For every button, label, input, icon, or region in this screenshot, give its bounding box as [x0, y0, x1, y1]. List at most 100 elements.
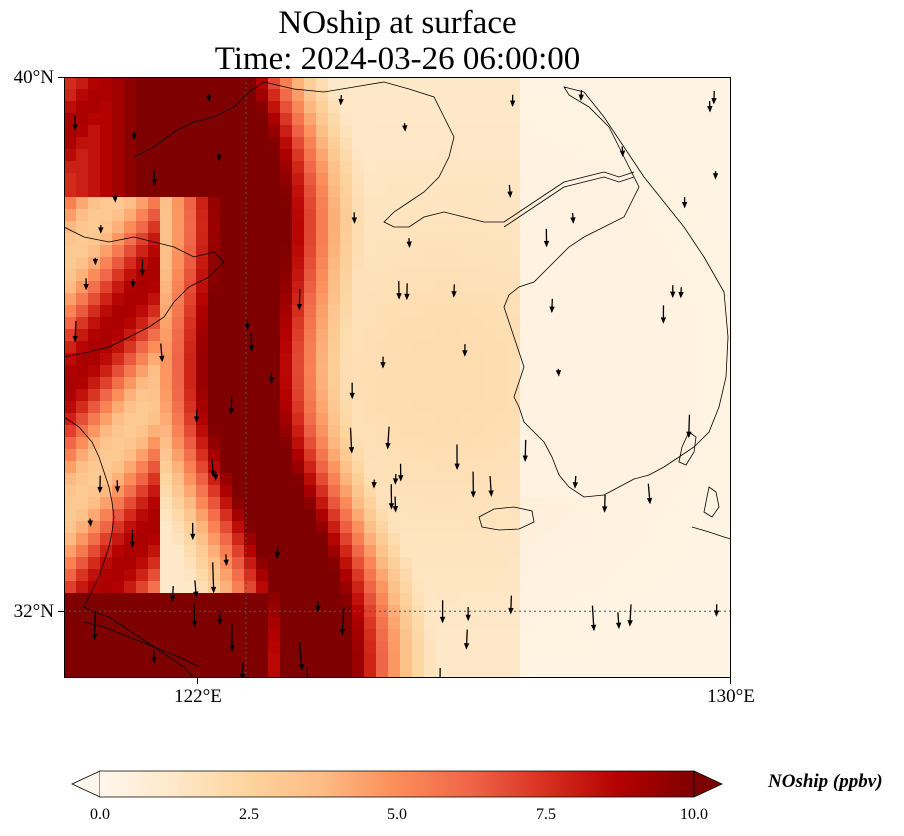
field-cell [352, 113, 365, 126]
field-cell [652, 617, 665, 630]
field-cell [568, 221, 581, 234]
field-cell [352, 305, 365, 318]
field-cell [76, 449, 89, 462]
field-cell [532, 245, 545, 258]
field-cell [544, 413, 557, 426]
field-cell [196, 365, 209, 378]
field-cell [688, 533, 701, 546]
field-cell [376, 221, 389, 234]
field-cell [496, 449, 509, 462]
field-cell [160, 389, 173, 402]
field-cell [76, 245, 89, 258]
field-cell [412, 533, 425, 546]
field-cell [448, 569, 461, 582]
field-cell [340, 305, 353, 318]
field-cell [568, 245, 581, 258]
field-cell [352, 173, 365, 186]
field-cell [220, 137, 233, 150]
field-cell [424, 197, 437, 210]
field-cell [652, 461, 665, 474]
wind-arrow-head [112, 196, 118, 203]
field-cell [316, 233, 329, 246]
field-cell [256, 257, 269, 270]
field-cell [664, 233, 677, 246]
field-cell [340, 161, 353, 174]
xtick-130e [730, 678, 731, 684]
wind-arrow-head [151, 179, 158, 186]
field-cell [448, 509, 461, 522]
field-cell [676, 293, 689, 306]
field-cell [184, 377, 197, 390]
field-cell [640, 629, 653, 642]
field-cell [136, 641, 149, 654]
field-cell [568, 413, 581, 426]
field-cell [112, 185, 125, 198]
field-cell [400, 533, 413, 546]
field-cell [280, 305, 293, 318]
field-cell [208, 425, 221, 438]
field-cell [472, 509, 485, 522]
field-cell [724, 509, 731, 522]
field-cell [724, 605, 731, 618]
field-cell [436, 557, 449, 570]
field-cell [676, 281, 689, 294]
field-cell [712, 629, 725, 642]
field-cell [196, 125, 209, 138]
field-cell [484, 665, 497, 678]
field-cell [280, 617, 293, 630]
field-cell [160, 269, 173, 282]
field-cell [436, 149, 449, 162]
field-cell [460, 605, 473, 618]
field-cell [148, 449, 161, 462]
field-cell [376, 293, 389, 306]
field-cell [244, 557, 257, 570]
wind-arrow-head [549, 306, 555, 314]
field-cell [208, 113, 221, 126]
field-cell [256, 581, 269, 594]
field-cell [316, 449, 329, 462]
field-cell [160, 485, 173, 498]
field-cell [436, 377, 449, 390]
field-cell [604, 665, 617, 678]
field-cell [484, 245, 497, 258]
field-cell [136, 173, 149, 186]
field-cell [64, 293, 77, 306]
field-cell [700, 365, 713, 378]
field-cell [508, 161, 521, 174]
field-cell [472, 473, 485, 486]
field-cell [712, 233, 725, 246]
field-cell [484, 221, 497, 234]
field-cell [472, 665, 485, 678]
field-cell [304, 653, 317, 666]
field-cell [280, 461, 293, 474]
field-cell [340, 521, 353, 534]
field-cell [508, 113, 521, 126]
field-cell [340, 209, 353, 222]
field-cell [268, 137, 281, 150]
field-cell [328, 641, 341, 654]
field-cell [148, 329, 161, 342]
field-cell [136, 557, 149, 570]
field-cell [508, 629, 521, 642]
field-cell [124, 437, 137, 450]
field-cell [268, 101, 281, 114]
field-cell [268, 329, 281, 342]
field-cell [244, 665, 257, 678]
field-cell [700, 569, 713, 582]
field-cell [520, 197, 533, 210]
field-cell [532, 125, 545, 138]
field-cell [352, 509, 365, 522]
field-cell [100, 161, 113, 174]
field-cell [676, 353, 689, 366]
field-cell [376, 413, 389, 426]
field-cell [556, 581, 569, 594]
field-cell [292, 389, 305, 402]
field-cell [460, 197, 473, 210]
field-cell [544, 89, 557, 102]
field-cell [448, 197, 461, 210]
field-cell [652, 281, 665, 294]
field-cell [472, 173, 485, 186]
field-cell [652, 89, 665, 102]
field-cell [268, 665, 281, 678]
field-cell [460, 545, 473, 558]
